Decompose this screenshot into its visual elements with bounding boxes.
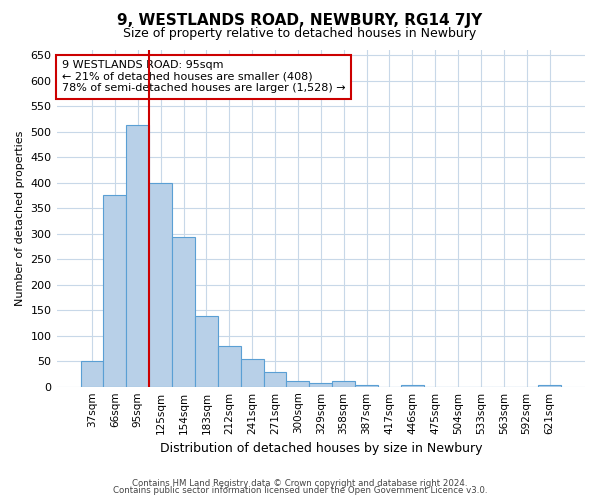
Bar (332, 380, 355, 386)
Bar (103, 196, 127, 386)
Bar (149, 182, 172, 386)
Text: Contains HM Land Registry data © Crown copyright and database right 2024.: Contains HM Land Registry data © Crown c… (132, 478, 468, 488)
Bar (401, 384, 424, 386)
Bar (127, 125, 149, 386)
Bar (195, 316, 218, 386)
Bar (80, 361, 103, 386)
Bar (263, 372, 286, 386)
Bar (218, 346, 241, 387)
Bar (286, 380, 310, 386)
Text: Size of property relative to detached houses in Newbury: Size of property relative to detached ho… (124, 28, 476, 40)
Bar (538, 385, 561, 386)
Y-axis label: Number of detached properties: Number of detached properties (15, 130, 25, 306)
X-axis label: Distribution of detached houses by size in Newbury: Distribution of detached houses by size … (160, 442, 482, 455)
Bar (355, 385, 378, 386)
Text: 9, WESTLANDS ROAD, NEWBURY, RG14 7JY: 9, WESTLANDS ROAD, NEWBURY, RG14 7JY (118, 12, 482, 28)
Bar (310, 382, 332, 386)
Text: 9 WESTLANDS ROAD: 95sqm
← 21% of detached houses are smaller (408)
78% of semi-d: 9 WESTLANDS ROAD: 95sqm ← 21% of detache… (62, 60, 346, 94)
Bar (241, 359, 263, 386)
Bar (172, 237, 195, 386)
Text: Contains public sector information licensed under the Open Government Licence v3: Contains public sector information licen… (113, 486, 487, 495)
